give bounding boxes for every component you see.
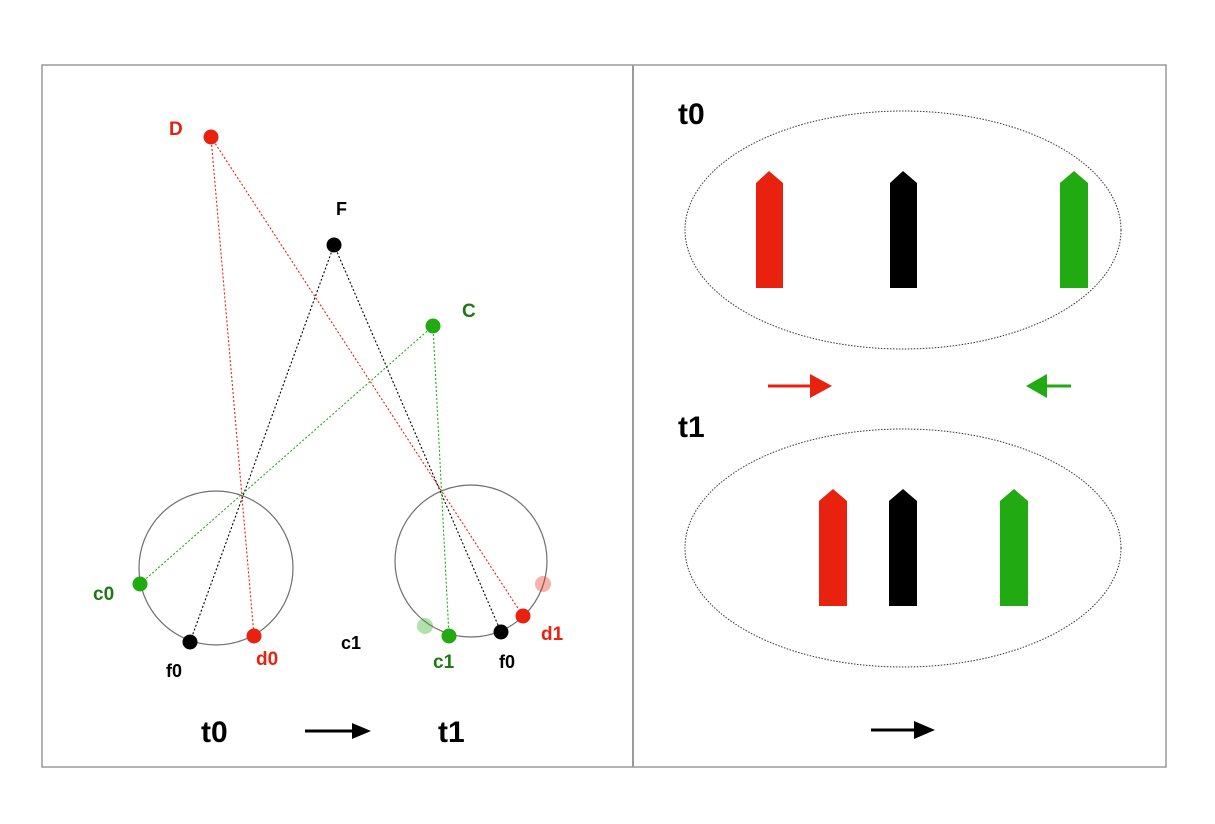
- ray-D-d1: [210, 136, 524, 617]
- point-c0: [132, 576, 148, 592]
- timeline-end-label: t1: [438, 716, 465, 749]
- left-panel: D F C c0 f0 d0 c1 c1 f0 d1 t0 t1: [93, 119, 564, 749]
- arrow-red-right: [768, 374, 832, 398]
- marker-t1-red: [819, 489, 847, 606]
- label-d1: d1: [541, 624, 564, 645]
- label-c1-stray: c1: [341, 633, 361, 653]
- label-d0: d0: [256, 649, 278, 670]
- label-D: D: [169, 119, 183, 140]
- point-f0-t0: [182, 634, 198, 650]
- marker-t1-green: [1000, 489, 1028, 606]
- frame: [41, 64, 1167, 768]
- arrow-bottom-right: [871, 721, 935, 739]
- point-d1: [515, 608, 531, 624]
- point-c1: [441, 628, 457, 644]
- ray-C-c0: [139, 325, 434, 585]
- ghost-dot-red: [535, 576, 551, 592]
- t1-label: t1: [678, 411, 705, 444]
- point-C: [425, 318, 441, 334]
- label-F: F: [336, 199, 347, 219]
- label-c1: c1: [433, 652, 455, 673]
- right-panel: t0 t1: [678, 98, 1122, 739]
- label-f0-t0: f0: [166, 661, 182, 681]
- ellipse-t1: [684, 428, 1122, 668]
- ellipse-t0: [684, 110, 1122, 350]
- marker-t0-red: [756, 171, 783, 288]
- ray-F-f0-t1: [333, 244, 502, 633]
- point-f0-t1: [493, 624, 509, 640]
- arrow-green-left: [1026, 374, 1071, 398]
- circle-t1: [394, 484, 548, 638]
- circle-t0: [138, 490, 294, 646]
- t0-label: t0: [678, 98, 705, 131]
- ray-F-f0-t0: [189, 244, 335, 643]
- ray-D-d0: [210, 136, 255, 637]
- marker-t0-green: [1060, 171, 1088, 288]
- point-F: [326, 237, 342, 253]
- point-d0: [246, 628, 262, 644]
- label-c0: c0: [93, 584, 114, 605]
- timeline-arrow: [305, 723, 371, 739]
- ghost-dot-green: [417, 618, 433, 634]
- timeline-start-label: t0: [201, 716, 228, 749]
- marker-t0-black: [890, 171, 917, 288]
- label-f0-t1: f0: [499, 652, 515, 672]
- marker-t1-black: [889, 489, 917, 606]
- label-C: C: [462, 301, 476, 322]
- point-D: [203, 129, 219, 145]
- rays: [139, 136, 524, 643]
